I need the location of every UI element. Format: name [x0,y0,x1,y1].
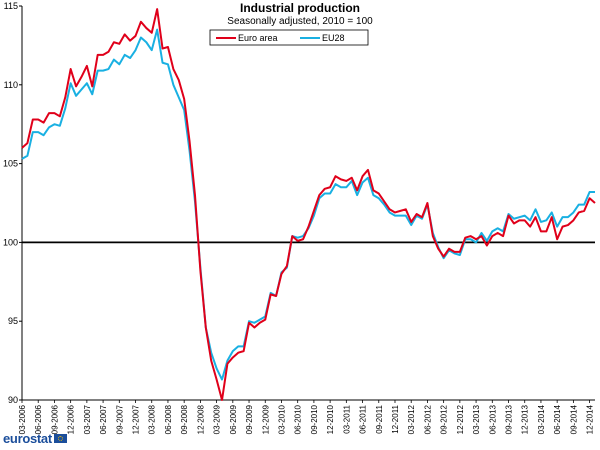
y-tick-label: 110 [4,80,18,90]
x-tick-label: 12-2014 [586,404,595,434]
x-tick-label: 06-2014 [553,404,562,434]
y-tick-label: 100 [3,237,18,247]
legend-box [209,29,369,46]
series-lines [21,8,596,401]
x-tick-label: 09-2007 [115,404,124,434]
x-tick-label: 09-2012 [440,404,449,434]
x-tick-label: 12-2012 [456,404,465,434]
y-tick-label: 115 [4,1,18,11]
x-tick-label: 06-2008 [164,404,173,434]
x-tick-label: 03-2008 [148,404,157,434]
y-tick-label: 105 [3,159,18,169]
series-line-euro-area [21,8,596,401]
axes [21,6,595,401]
series-line-eu28 [21,28,595,381]
eurostat-logo: eurostat [3,430,67,446]
x-tick-label: 09-2011 [375,404,384,433]
x-tick-label: 06-2012 [423,404,432,434]
x-tick-label: 06-2010 [294,404,303,434]
x-tick-label: 06-2011 [359,404,368,433]
x-tick-label: 09-2010 [310,404,319,434]
x-tick-label: 09-2014 [569,404,578,434]
x-tick-label: 12-2011 [391,404,400,433]
x-tick-label: 03-2013 [472,404,481,434]
x-tick-label: 06-2007 [99,404,108,434]
chart-title: Industrial production [240,1,360,15]
legend-label-euro-area: Euro area [238,33,278,43]
x-tick-label: 03-2011 [342,404,351,433]
x-tick-label: 09-2006 [50,404,59,434]
x-tick-label: 03-2006 [18,404,27,434]
legend-label-eu28: EU28 [322,33,345,43]
x-axis-ticks: 03-2006 06-2006 09-2006 12-2006 03-2007 06-20… [18,400,595,434]
x-tick-label: 12-2008 [196,404,205,434]
legend: Euro area EU28 [209,29,369,46]
y-tick-label: 90 [8,395,18,405]
y-axis-ticks: 90 95 100 105 110 115 [3,1,22,405]
x-tick-label: 03-2012 [407,404,416,434]
x-tick-label: 12-2006 [67,404,76,434]
eu-flag-icon [53,433,67,443]
x-tick-label: 12-2007 [132,404,141,434]
x-tick-label: 12-2009 [261,404,270,434]
x-tick-label: 03-2007 [83,404,92,434]
x-tick-label: 03-2014 [537,404,546,434]
x-tick-label: 09-2013 [505,404,514,434]
x-tick-label: 12-2013 [521,404,530,434]
logo-text: eurostat [3,430,52,446]
x-tick-label: 06-2009 [229,404,238,434]
x-tick-label: 06-2013 [488,404,497,434]
x-tick-label: 03-2010 [277,404,286,434]
x-tick-label: 06-2006 [34,404,43,434]
y-tick-label: 95 [8,316,18,326]
x-tick-label: 09-2008 [180,404,189,434]
x-tick-label: 03-2009 [213,404,222,434]
x-tick-label: 09-2009 [245,404,254,434]
x-tick-label: 12-2010 [326,404,335,434]
chart-subtitle: Seasonally adjusted, 2010 = 100 [227,16,373,27]
